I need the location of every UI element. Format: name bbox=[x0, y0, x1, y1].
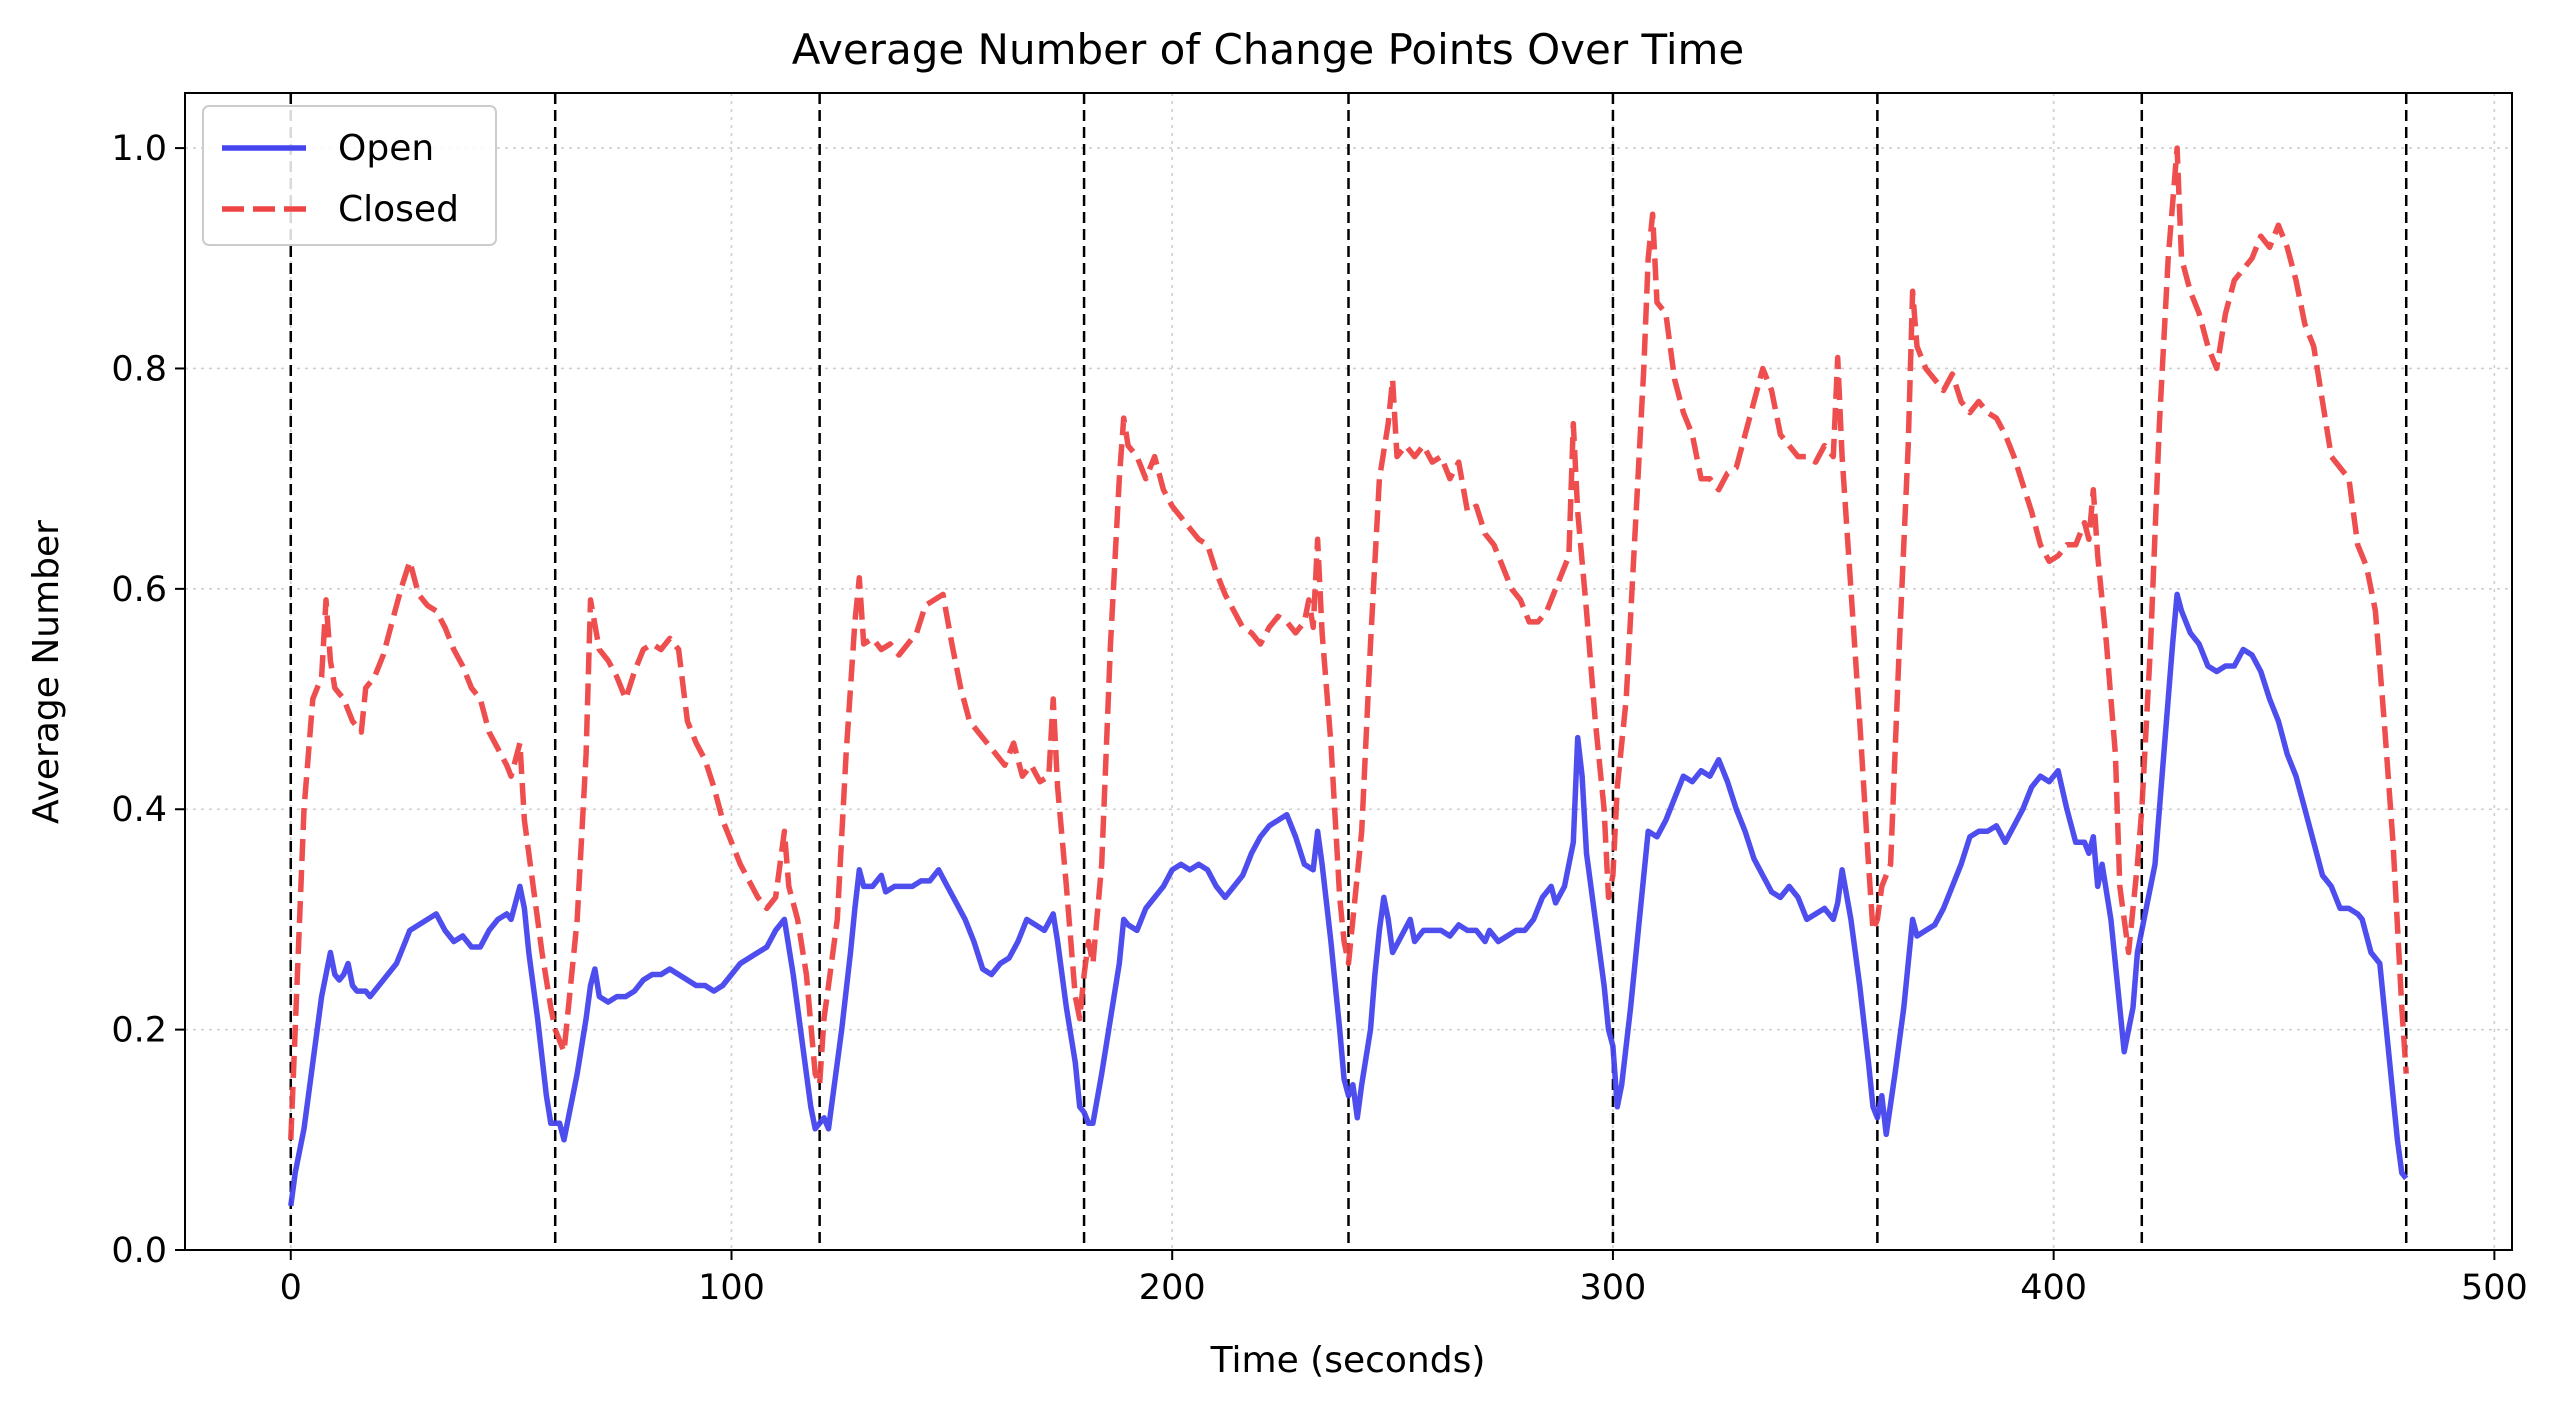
y-tick-label: 1.0 bbox=[111, 129, 167, 169]
series-layer bbox=[288, 145, 2409, 1207]
x-tick-label: 300 bbox=[1580, 1268, 1647, 1308]
tick-layer: 0 100 200 300 400 500 0.0 0.2 0.4 0.6 0.8 1.0 bbox=[111, 129, 2527, 1308]
x-tick-label: 200 bbox=[1139, 1268, 1206, 1308]
x-axis-label: Time (seconds) bbox=[1210, 1340, 1486, 1381]
legend-label-open: Open bbox=[338, 128, 434, 169]
x-tick-label: 400 bbox=[2020, 1268, 2087, 1308]
y-tick-label: 0.4 bbox=[111, 790, 167, 830]
legend: Open Closed bbox=[202, 105, 497, 246]
x-tick-label: 0 bbox=[280, 1268, 302, 1308]
series-line-closed bbox=[288, 145, 2409, 1140]
legend-box bbox=[202, 105, 497, 246]
series-line-open bbox=[288, 591, 2409, 1207]
x-tick-label: 500 bbox=[2461, 1268, 2528, 1308]
y-tick-label: 0.2 bbox=[111, 1011, 167, 1051]
plot-frame bbox=[184, 92, 2513, 1251]
x-tick-label: 100 bbox=[698, 1268, 765, 1308]
y-axis-label: Average Number bbox=[26, 520, 67, 824]
y-tick-label: 0.6 bbox=[111, 570, 167, 610]
y-tick-label: 0.8 bbox=[111, 349, 167, 389]
y-tick-label: 0.0 bbox=[111, 1231, 167, 1271]
vertical-marker-layer bbox=[289, 93, 2408, 1250]
chart-title: Average Number of Change Points Over Tim… bbox=[792, 25, 1745, 74]
legend-label-closed: Closed bbox=[338, 189, 459, 230]
